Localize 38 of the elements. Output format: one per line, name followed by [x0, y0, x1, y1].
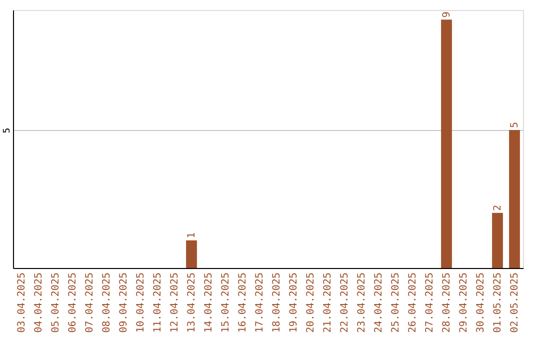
x-tick-label: 15.04.2025	[220, 272, 232, 333]
data-label: 2	[492, 204, 504, 211]
x-tick-label: 20.04.2025	[306, 272, 316, 333]
x-tick-label: 04.04.2025	[34, 272, 44, 333]
bar	[441, 20, 452, 268]
x-tick-label: 08.04.2025	[102, 272, 112, 333]
x-tick-label: 10.04.2025	[136, 272, 146, 333]
x-tick-label: 16.04.2025	[238, 272, 248, 333]
data-label: 1	[186, 232, 198, 238]
x-tick-label: 18.04.2025	[272, 272, 282, 333]
bar	[186, 240, 197, 268]
x-tick-label: 02.05.2025	[510, 272, 520, 333]
x-tick-label: 07.04.2025	[84, 272, 96, 333]
x-tick-label: 24.04.2025	[374, 272, 384, 333]
x-tick-label: 05.04.2025	[50, 272, 62, 333]
x-tick-label: 13.04.2025	[186, 272, 198, 333]
x-tick-label: 17.04.2025	[254, 272, 266, 333]
bar	[492, 212, 503, 268]
x-tick-label: 23.04.2025	[356, 272, 368, 333]
x-tick-label: 19.04.2025	[288, 272, 300, 333]
x-tick-label: 28.04.2025	[442, 272, 452, 333]
x-tick-label: 03.04.2025	[16, 272, 28, 333]
bar	[509, 130, 520, 268]
x-tick-label: 06.04.2025	[68, 272, 78, 333]
x-tick-label: 12.04.2025	[170, 272, 180, 333]
x-tick-label: 30.04.2025	[476, 272, 486, 333]
x-tick-label: 26.04.2025	[408, 272, 418, 333]
x-tick-label: 27.04.2025	[424, 272, 436, 333]
x-tick-label: 29.04.2025	[458, 272, 470, 333]
data-label: 5	[510, 122, 520, 128]
x-tick-label: 14.04.2025	[204, 272, 214, 333]
data-label: 9	[442, 12, 452, 18]
x-tick-label: 25.04.2025	[390, 272, 402, 333]
x-tick-label: 11.04.2025	[152, 272, 164, 333]
x-tick-label: 21.04.2025	[322, 272, 334, 333]
x-tick-label: 09.04.2025	[118, 272, 130, 333]
x-tick-label: 22.04.2025	[340, 272, 350, 333]
x-tick-label: 01.05.2025	[492, 272, 504, 333]
